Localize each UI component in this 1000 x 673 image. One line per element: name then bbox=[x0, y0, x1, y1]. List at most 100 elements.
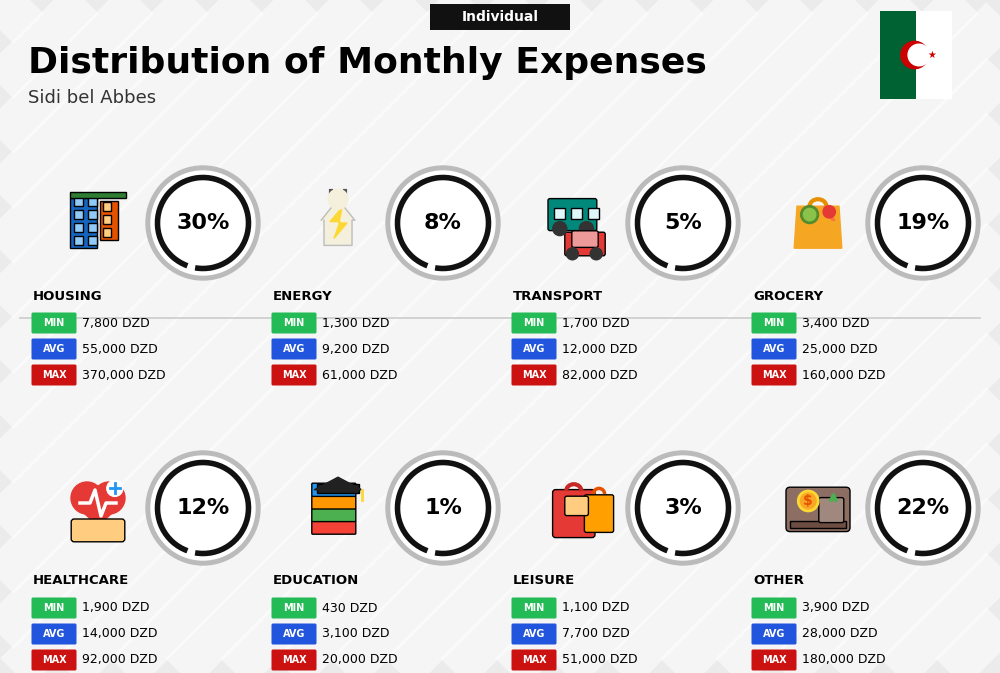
Text: Sidi bel Abbes: Sidi bel Abbes bbox=[28, 89, 156, 107]
Circle shape bbox=[146, 451, 260, 565]
Text: 1,300 DZD: 1,300 DZD bbox=[322, 316, 390, 330]
FancyBboxPatch shape bbox=[512, 623, 556, 645]
FancyBboxPatch shape bbox=[752, 312, 796, 334]
FancyBboxPatch shape bbox=[752, 365, 796, 386]
FancyBboxPatch shape bbox=[312, 483, 356, 497]
Text: 8%: 8% bbox=[424, 213, 462, 233]
Text: 430 DZD: 430 DZD bbox=[322, 602, 378, 614]
Circle shape bbox=[579, 221, 593, 236]
Text: MIN: MIN bbox=[283, 603, 305, 613]
Text: HOUSING: HOUSING bbox=[33, 289, 103, 302]
FancyBboxPatch shape bbox=[32, 312, 76, 334]
Text: Individual: Individual bbox=[462, 10, 538, 24]
Text: MIN: MIN bbox=[523, 318, 545, 328]
Text: MAX: MAX bbox=[762, 370, 786, 380]
FancyBboxPatch shape bbox=[752, 649, 796, 670]
FancyBboxPatch shape bbox=[74, 236, 83, 246]
Text: 22%: 22% bbox=[896, 498, 950, 518]
FancyBboxPatch shape bbox=[565, 496, 588, 516]
FancyBboxPatch shape bbox=[103, 215, 111, 224]
Circle shape bbox=[71, 482, 103, 514]
FancyBboxPatch shape bbox=[512, 312, 556, 334]
Text: MAX: MAX bbox=[282, 370, 306, 380]
Text: 55,000 DZD: 55,000 DZD bbox=[82, 343, 158, 355]
Text: 3%: 3% bbox=[664, 498, 702, 518]
FancyBboxPatch shape bbox=[880, 11, 916, 99]
Text: MIN: MIN bbox=[283, 318, 305, 328]
Text: MAX: MAX bbox=[522, 655, 546, 665]
Text: 25,000 DZD: 25,000 DZD bbox=[802, 343, 878, 355]
FancyBboxPatch shape bbox=[272, 623, 316, 645]
Text: GROCERY: GROCERY bbox=[753, 289, 823, 302]
FancyBboxPatch shape bbox=[103, 202, 111, 211]
Text: 92,000 DZD: 92,000 DZD bbox=[82, 653, 158, 666]
FancyBboxPatch shape bbox=[100, 201, 118, 240]
FancyBboxPatch shape bbox=[32, 339, 76, 359]
Text: MIN: MIN bbox=[523, 603, 545, 613]
FancyBboxPatch shape bbox=[553, 489, 595, 538]
Text: HEALTHCARE: HEALTHCARE bbox=[33, 575, 129, 588]
FancyBboxPatch shape bbox=[819, 497, 844, 523]
Text: 160,000 DZD: 160,000 DZD bbox=[802, 369, 886, 382]
Text: 82,000 DZD: 82,000 DZD bbox=[562, 369, 638, 382]
Circle shape bbox=[151, 171, 255, 275]
FancyBboxPatch shape bbox=[584, 495, 614, 532]
Circle shape bbox=[566, 248, 578, 260]
FancyBboxPatch shape bbox=[312, 521, 356, 534]
Text: 1%: 1% bbox=[424, 498, 462, 518]
FancyBboxPatch shape bbox=[74, 211, 83, 219]
FancyBboxPatch shape bbox=[70, 198, 97, 248]
Text: AVG: AVG bbox=[523, 629, 545, 639]
Circle shape bbox=[386, 451, 500, 565]
Circle shape bbox=[803, 209, 816, 221]
Text: AVG: AVG bbox=[283, 344, 305, 354]
Circle shape bbox=[823, 206, 835, 218]
Text: 20,000 DZD: 20,000 DZD bbox=[322, 653, 398, 666]
FancyBboxPatch shape bbox=[565, 232, 605, 256]
Text: MAX: MAX bbox=[522, 370, 546, 380]
Circle shape bbox=[107, 481, 123, 497]
Circle shape bbox=[631, 171, 735, 275]
FancyBboxPatch shape bbox=[312, 496, 356, 509]
FancyBboxPatch shape bbox=[512, 339, 556, 359]
FancyBboxPatch shape bbox=[32, 598, 76, 618]
Text: MIN: MIN bbox=[43, 318, 65, 328]
Text: 1,700 DZD: 1,700 DZD bbox=[562, 316, 630, 330]
Text: MIN: MIN bbox=[763, 603, 785, 613]
Text: 12,000 DZD: 12,000 DZD bbox=[562, 343, 638, 355]
Text: 28,000 DZD: 28,000 DZD bbox=[802, 627, 878, 641]
Text: 61,000 DZD: 61,000 DZD bbox=[322, 369, 398, 382]
FancyBboxPatch shape bbox=[916, 11, 952, 99]
Text: 9,200 DZD: 9,200 DZD bbox=[322, 343, 390, 355]
FancyBboxPatch shape bbox=[272, 598, 316, 618]
FancyBboxPatch shape bbox=[752, 598, 796, 618]
FancyBboxPatch shape bbox=[32, 649, 76, 670]
Circle shape bbox=[590, 248, 602, 260]
Circle shape bbox=[871, 456, 975, 560]
Text: 3,100 DZD: 3,100 DZD bbox=[322, 627, 390, 641]
FancyBboxPatch shape bbox=[571, 208, 582, 219]
FancyBboxPatch shape bbox=[88, 211, 97, 219]
Text: MIN: MIN bbox=[763, 318, 785, 328]
FancyBboxPatch shape bbox=[548, 199, 597, 231]
Circle shape bbox=[801, 206, 819, 223]
Text: 7,800 DZD: 7,800 DZD bbox=[82, 316, 150, 330]
Text: AVG: AVG bbox=[763, 344, 785, 354]
FancyBboxPatch shape bbox=[786, 487, 850, 532]
Text: EDUCATION: EDUCATION bbox=[273, 575, 359, 588]
Text: AVG: AVG bbox=[283, 629, 305, 639]
Text: $: $ bbox=[803, 494, 813, 508]
FancyBboxPatch shape bbox=[32, 623, 76, 645]
Text: 370,000 DZD: 370,000 DZD bbox=[82, 369, 166, 382]
FancyBboxPatch shape bbox=[512, 365, 556, 386]
Text: AVG: AVG bbox=[763, 629, 785, 639]
Circle shape bbox=[798, 491, 819, 511]
Text: 180,000 DZD: 180,000 DZD bbox=[802, 653, 886, 666]
Text: LEISURE: LEISURE bbox=[513, 575, 575, 588]
Circle shape bbox=[626, 451, 740, 565]
FancyBboxPatch shape bbox=[88, 223, 97, 232]
FancyBboxPatch shape bbox=[512, 598, 556, 618]
Text: 12%: 12% bbox=[176, 498, 230, 518]
Text: AVG: AVG bbox=[43, 629, 65, 639]
Circle shape bbox=[553, 221, 567, 236]
